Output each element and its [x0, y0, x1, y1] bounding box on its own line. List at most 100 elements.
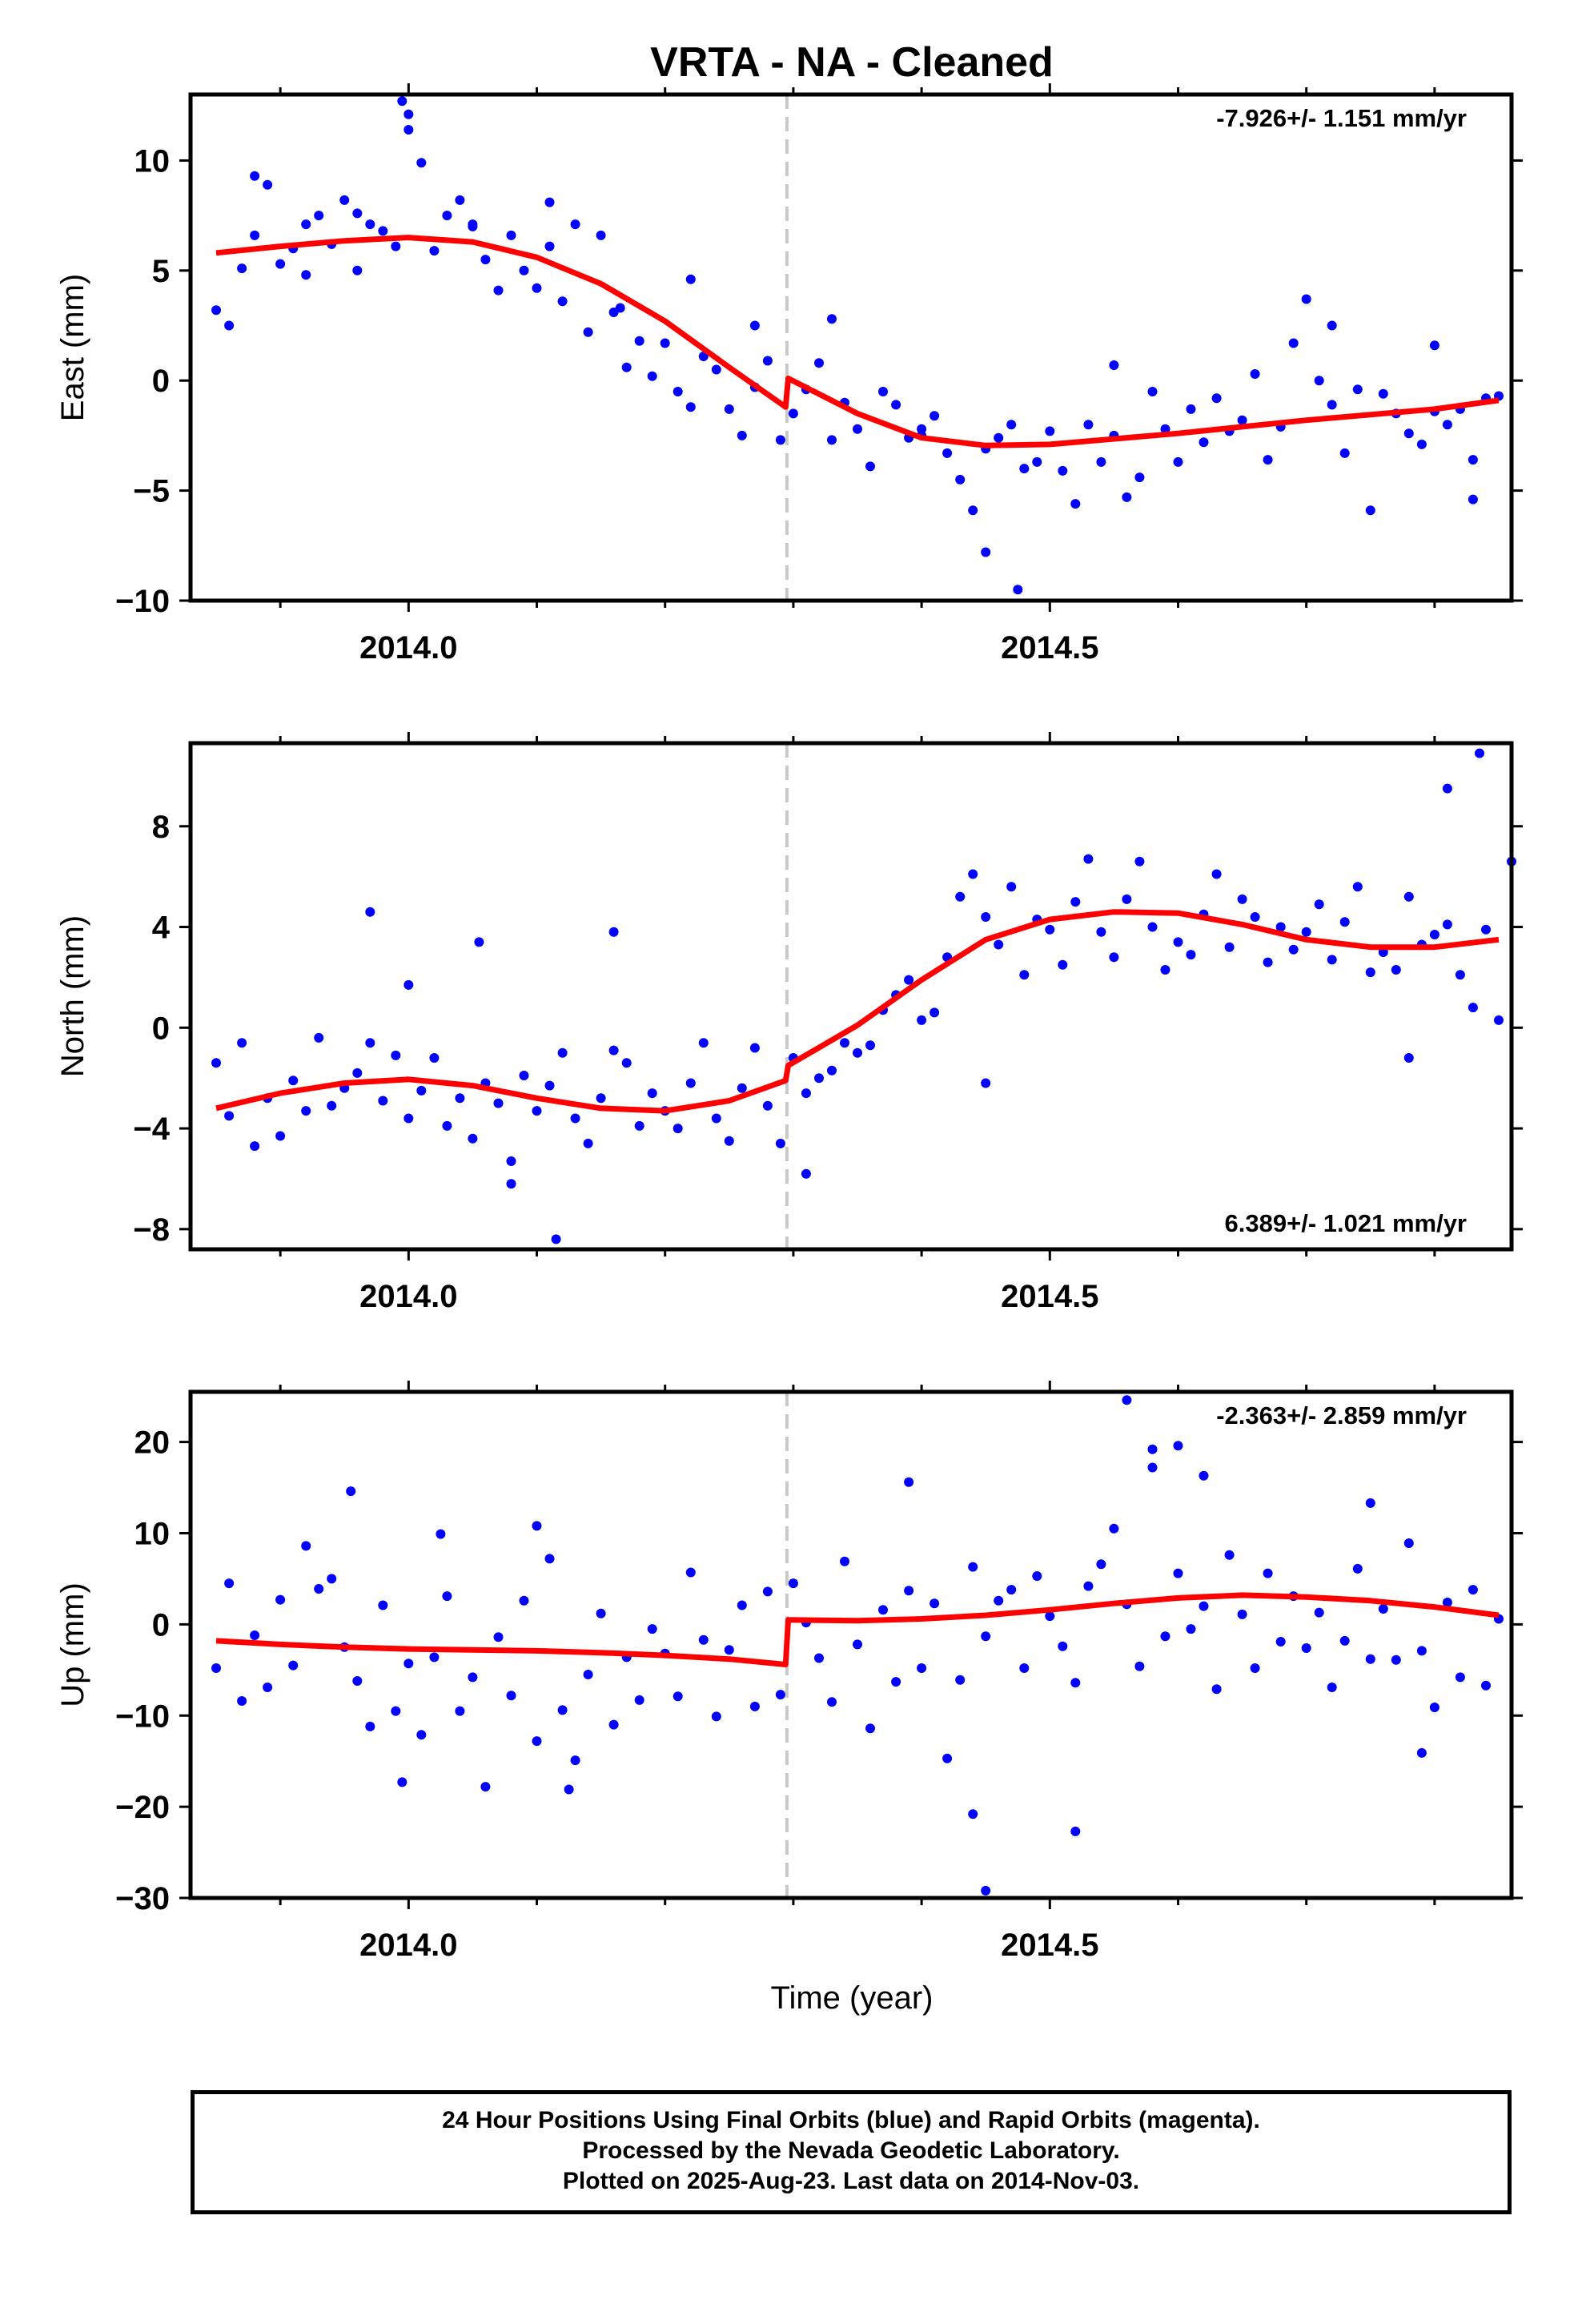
- data-point: [1250, 369, 1260, 379]
- data-point: [1199, 437, 1209, 448]
- data-point: [930, 1598, 940, 1609]
- data-point: [1109, 360, 1119, 370]
- data-point: [288, 1660, 299, 1671]
- data-point: [853, 424, 862, 434]
- data-point: [301, 270, 311, 280]
- data-point: [1314, 899, 1324, 910]
- data-point: [1301, 927, 1311, 937]
- data-point: [1109, 952, 1119, 963]
- data-point: [551, 1234, 561, 1244]
- panel-up: −30 −20 −10 0 10 20 2014.0 2014.5 Up (mm) -2.363+…: [55, 1381, 1523, 1963]
- footer-line-1: 24 Hour Positions Using Final Orbits (bl…: [442, 2107, 1260, 2133]
- data-point: [1416, 1646, 1427, 1656]
- data-point: [1173, 456, 1183, 467]
- data-point: [1032, 1571, 1042, 1581]
- data-point: [737, 1600, 747, 1610]
- y-tick-label: 4: [152, 911, 171, 946]
- data-point: [224, 320, 235, 331]
- data-point: [878, 1605, 888, 1615]
- data-point: [532, 1736, 542, 1747]
- data-point: [1378, 1604, 1388, 1614]
- data-point: [673, 1124, 683, 1134]
- data-point: [1237, 1609, 1247, 1619]
- data-point: [1429, 340, 1439, 351]
- data-point: [314, 211, 324, 221]
- data-points: [211, 1395, 1504, 1896]
- data-point: [1468, 1585, 1478, 1595]
- data-point: [544, 197, 555, 207]
- data-point: [1147, 1444, 1158, 1454]
- data-point: [1045, 426, 1055, 436]
- data-point: [404, 1659, 414, 1669]
- data-point: [352, 265, 363, 275]
- data-point: [955, 474, 966, 485]
- data-point: [442, 1120, 452, 1131]
- data-points: [211, 96, 1504, 595]
- data-point: [968, 1562, 978, 1572]
- data-point: [608, 1045, 619, 1055]
- y-tick-label: −10: [115, 584, 170, 619]
- data-point: [608, 1719, 619, 1730]
- data-point: [1327, 1683, 1337, 1692]
- data-point: [211, 1663, 221, 1673]
- data-point: [346, 1486, 356, 1497]
- velocity-rate-label: -7.926+/- 1.151 mm/yr: [1216, 104, 1467, 132]
- data-point: [1173, 1441, 1183, 1451]
- data-point: [1403, 1053, 1414, 1063]
- data-point: [1455, 970, 1465, 980]
- data-point: [634, 336, 644, 346]
- data-point: [1122, 492, 1132, 502]
- data-point: [917, 424, 927, 434]
- footer-box: 24 Hour Positions Using Final Orbits (bl…: [191, 2090, 1512, 2214]
- data-point: [1403, 428, 1414, 439]
- data-point: [904, 1586, 914, 1596]
- data-point: [1442, 783, 1452, 794]
- data-point: [840, 1556, 849, 1566]
- data-point: [608, 927, 619, 937]
- data-point: [775, 1138, 785, 1148]
- data-point: [1006, 420, 1017, 430]
- data-point: [250, 171, 260, 181]
- data-point: [301, 1541, 311, 1551]
- data-point: [237, 1696, 247, 1706]
- figure-title: VRTA - NA - Cleaned: [650, 39, 1054, 86]
- data-point: [436, 1529, 446, 1539]
- data-point: [1365, 967, 1375, 978]
- y-tick-label: 20: [135, 1425, 171, 1461]
- data-point: [1481, 924, 1491, 935]
- data-point: [801, 1088, 811, 1099]
- data-point: [211, 305, 221, 316]
- data-point: [519, 1595, 529, 1606]
- data-point: [442, 211, 452, 221]
- data-point: [994, 1595, 1004, 1606]
- data-point: [365, 219, 375, 230]
- data-point: [557, 1047, 568, 1058]
- data-point: [711, 364, 721, 375]
- data-point: [429, 246, 440, 256]
- y-axis-label: East (mm): [55, 274, 90, 421]
- data-point: [621, 362, 632, 372]
- data-points: [211, 748, 1516, 1244]
- data-point: [1263, 957, 1273, 967]
- data-point: [1173, 1568, 1183, 1578]
- data-point: [544, 241, 555, 251]
- data-point: [827, 1697, 837, 1707]
- data-point: [981, 1885, 991, 1896]
- data-point: [480, 255, 491, 265]
- y-tick-label: 10: [135, 1517, 171, 1552]
- data-point: [1122, 1395, 1132, 1405]
- data-point: [1288, 944, 1299, 955]
- data-point: [455, 195, 465, 205]
- data-point: [442, 1591, 452, 1602]
- y-axis-label: Up (mm): [55, 1582, 90, 1707]
- data-point: [853, 1047, 862, 1058]
- data-point: [532, 1106, 542, 1116]
- data-point: [378, 1600, 388, 1610]
- data-point: [865, 1723, 875, 1734]
- data-point: [544, 1554, 555, 1564]
- data-point: [416, 158, 427, 168]
- data-point: [1019, 464, 1030, 474]
- data-point: [1211, 1684, 1222, 1695]
- data-point: [429, 1652, 440, 1663]
- data-point: [378, 226, 388, 236]
